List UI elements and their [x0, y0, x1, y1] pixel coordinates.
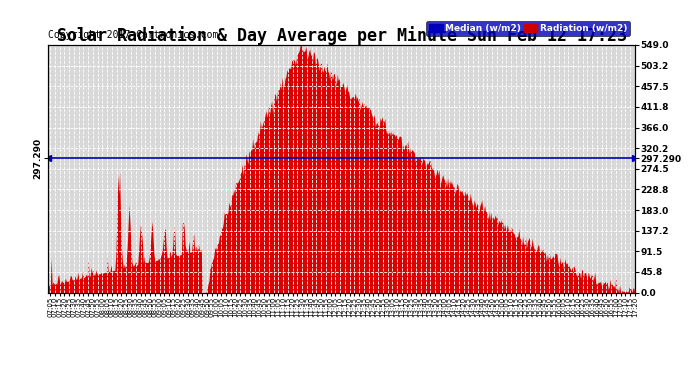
Legend: Median (w/m2), Radiation (w/m2): Median (w/m2), Radiation (w/m2) [426, 21, 630, 36]
Title: Solar Radiation & Day Average per Minute Sun Feb 12 17:23: Solar Radiation & Day Average per Minute… [57, 26, 627, 45]
Text: Copyright 2017 Cartronics.com: Copyright 2017 Cartronics.com [48, 30, 219, 40]
